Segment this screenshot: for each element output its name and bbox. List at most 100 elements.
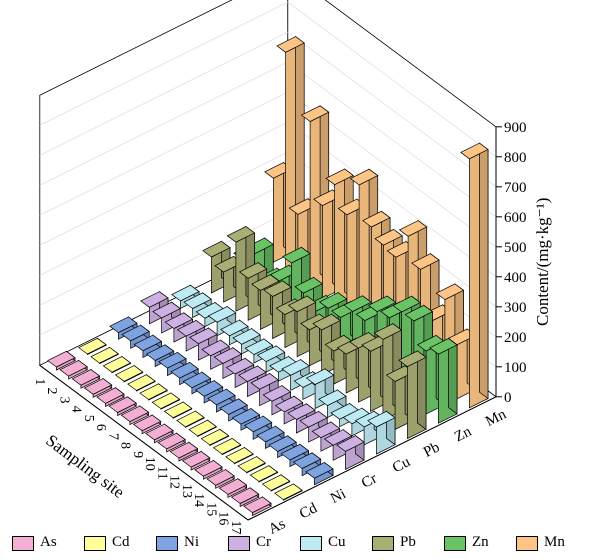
z-tick-label: 800: [504, 150, 527, 166]
series-tick-label-as: As: [266, 516, 288, 538]
site-tick-label: 13: [179, 484, 194, 498]
z-tick-label: 0: [504, 390, 512, 406]
gridline: [39, 31, 497, 188]
legend-swatch-zn: [444, 536, 466, 551]
series-tick-label-ni: Ni: [328, 486, 349, 507]
series-tick-label-cr: Cr: [359, 471, 380, 492]
bar-cd-site-9: [176, 410, 205, 428]
bar-cd-site-13: [225, 446, 254, 465]
bar-cd-site-11: [200, 428, 230, 447]
z-tick-label: 700: [504, 180, 527, 196]
series-tick-label-zn: Zn: [452, 423, 475, 445]
z-tick-label: 900: [504, 120, 527, 136]
bar-cr-site-17: [336, 435, 365, 470]
z-tick-label: 300: [504, 300, 527, 316]
bar-ni-site-6: [170, 361, 199, 386]
site-tick-label: 1: [32, 378, 47, 385]
chart-bars: [47, 35, 489, 517]
bar-cd-site-12: [212, 437, 242, 456]
legend-label-cu: Cu: [328, 534, 346, 550]
bar-mn-site-17: [460, 142, 489, 409]
bar-cd-site-16: [261, 474, 291, 492]
bar-as-site-14: [206, 468, 235, 489]
legend-label-as: As: [40, 534, 57, 550]
gridline: [39, 1, 497, 158]
series-tick-label-cd: Cd: [297, 500, 320, 522]
legend-label-pb: Pb: [400, 534, 416, 550]
legend-swatch-as: [12, 536, 34, 551]
site-tick-label: 9: [130, 451, 145, 458]
bar-cd-site-5: [127, 374, 156, 392]
z-tick-label: 200: [504, 330, 527, 346]
z-tick-label: 400: [504, 270, 527, 286]
legend-label-cd: Cd: [112, 534, 130, 550]
z-tick-label: 500: [504, 240, 527, 256]
site-tick-label: 7: [105, 433, 120, 440]
bar-cd-site-17: [274, 483, 303, 501]
site-tick-label: 6: [93, 424, 108, 431]
legend-swatch-cr: [228, 536, 250, 551]
bar-cd-site-1: [78, 337, 107, 356]
site-tick-label: 5: [81, 415, 96, 422]
bar-cd-site-2: [90, 346, 119, 365]
bar-as-site-8: [132, 414, 162, 435]
legend-swatch-cd: [84, 536, 106, 551]
bar-as-site-17: [243, 496, 272, 517]
site-tick-label: 11: [154, 466, 169, 479]
legend-swatch-cu: [300, 536, 322, 551]
bar-as-site-1: [47, 350, 76, 371]
bar-zn-site-17: [429, 337, 458, 424]
site-axis-title: Sampling site: [42, 431, 128, 502]
bar-cd-site-6: [139, 383, 168, 401]
bar-as-site-9: [145, 423, 174, 444]
site-tick-label: 3: [56, 397, 71, 404]
legend-label-zn: Zn: [472, 534, 489, 550]
z-axis: 0 100 200 300 400 500 600 700 800 900 Content/(mg·…: [495, 120, 552, 406]
bar-cu-site-17: [367, 410, 396, 455]
bar-as-site-13: [194, 459, 223, 480]
bar-as-site-4: [83, 377, 113, 398]
bar-cd-site-4: [114, 364, 144, 383]
bar-cd-site-8: [163, 401, 193, 419]
bar-cd-site-15: [249, 465, 279, 483]
bar-pb-site-17: [398, 350, 427, 440]
site-tick-label: 8: [118, 442, 133, 449]
bar-as-site-2: [59, 359, 88, 380]
bar-as-site-10: [157, 432, 186, 453]
legend-label-mn: Mn: [544, 534, 565, 550]
site-tick-label: 12: [167, 475, 182, 489]
series-tick-label-pb: Pb: [421, 439, 442, 460]
site-tick-label: 4: [69, 406, 84, 413]
site-tick-label: 10: [142, 457, 157, 471]
z-tick-label: 100: [504, 360, 527, 376]
bar-as-site-15: [218, 478, 248, 498]
series-tick-label-cu: Cu: [390, 454, 413, 476]
bar-as-site-11: [169, 441, 199, 462]
site-tick-label: 17: [228, 520, 243, 534]
bar-cu-site-8: [256, 345, 286, 373]
legend: As Cd Ni Cr Cu Pb Zn Mn: [12, 533, 592, 555]
legend-label-ni: Ni: [184, 534, 199, 550]
bar-as-site-12: [181, 450, 211, 471]
bar-ni-site-12: [243, 415, 273, 440]
series-tick-label-mn: Mn: [483, 406, 509, 430]
bar-as-site-5: [96, 387, 125, 407]
legend-swatch-mn: [516, 536, 538, 551]
bar-cd-site-7: [151, 392, 181, 410]
site-tick-label: 14: [191, 493, 206, 507]
bar-as-site-7: [120, 405, 150, 426]
series-axis-line: [247, 396, 497, 521]
bar-cd-site-3: [102, 355, 132, 374]
z-axis-title: Content/(mg·kg⁻¹): [533, 198, 552, 326]
site-tick-label: 15: [203, 502, 218, 516]
legend-swatch-ni: [156, 536, 178, 551]
bar-cd-site-14: [237, 455, 266, 474]
bar-as-site-3: [71, 368, 101, 389]
site-tick-label: 16: [216, 511, 231, 525]
site-tick-label: 2: [44, 387, 59, 394]
bar-as-site-16: [230, 487, 260, 508]
legend-swatch-pb: [372, 536, 394, 551]
legend-label-cr: Cr: [256, 534, 271, 550]
bar-as-site-6: [108, 396, 137, 417]
